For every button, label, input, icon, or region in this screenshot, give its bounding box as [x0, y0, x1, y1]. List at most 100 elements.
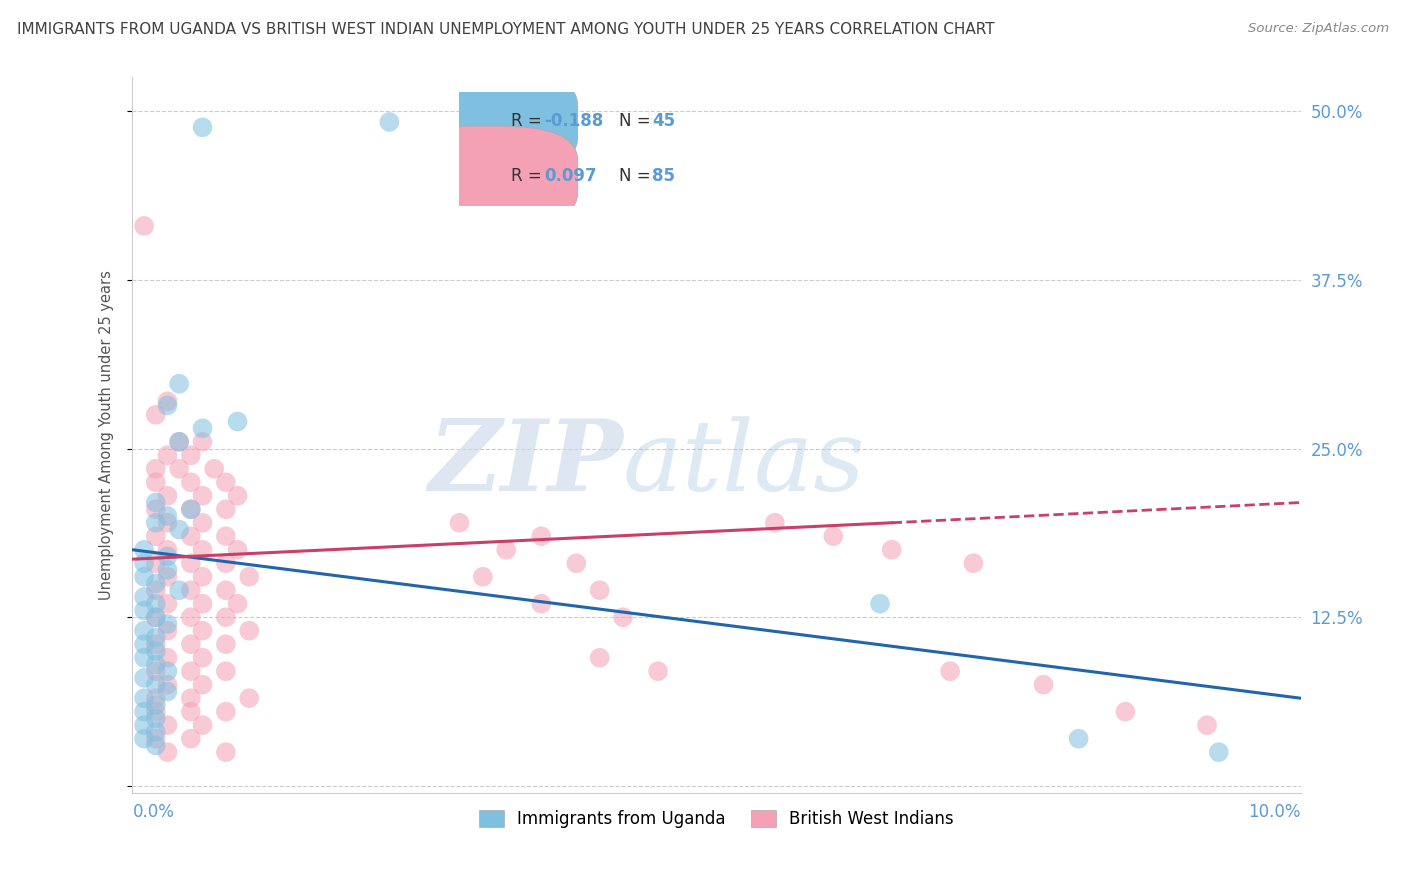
Point	[156, 394, 179, 409]
Point	[132, 556, 155, 570]
Point	[226, 597, 249, 611]
Point	[145, 725, 167, 739]
Point	[191, 542, 214, 557]
Point	[145, 739, 167, 753]
Point	[191, 516, 214, 530]
Point	[1067, 731, 1090, 746]
Point	[589, 583, 612, 598]
Point	[191, 624, 214, 638]
Point	[378, 115, 401, 129]
Point	[156, 664, 179, 678]
Point	[191, 597, 214, 611]
Point	[202, 462, 225, 476]
Point	[145, 583, 167, 598]
Point	[226, 489, 249, 503]
Point	[145, 705, 167, 719]
Point	[180, 448, 202, 462]
Point	[156, 745, 179, 759]
Point	[962, 556, 984, 570]
Point	[1114, 705, 1136, 719]
Point	[180, 583, 202, 598]
Point	[145, 644, 167, 658]
Point	[132, 219, 155, 233]
Point	[180, 475, 202, 490]
Point	[156, 542, 179, 557]
Point	[215, 556, 238, 570]
Point	[156, 718, 179, 732]
Point	[132, 570, 155, 584]
Point	[156, 624, 179, 638]
Point	[145, 462, 167, 476]
Point	[156, 398, 179, 412]
Point	[156, 563, 179, 577]
Point	[238, 691, 260, 706]
Point	[132, 650, 155, 665]
Point	[145, 691, 167, 706]
Point	[156, 617, 179, 632]
Point	[145, 516, 167, 530]
Point	[1032, 678, 1054, 692]
Point	[191, 650, 214, 665]
Point	[191, 718, 214, 732]
Point	[167, 434, 190, 449]
Point	[156, 489, 179, 503]
Point	[191, 434, 214, 449]
Point	[589, 650, 612, 665]
Point	[156, 570, 179, 584]
Point	[215, 529, 238, 543]
Point	[215, 637, 238, 651]
Point	[449, 516, 471, 530]
Point	[530, 529, 553, 543]
Point	[226, 415, 249, 429]
Point	[167, 462, 190, 476]
Point	[763, 516, 786, 530]
Point	[939, 664, 962, 678]
Point	[156, 650, 179, 665]
Point	[156, 516, 179, 530]
Point	[167, 434, 190, 449]
Point	[180, 637, 202, 651]
Point	[238, 624, 260, 638]
Point	[191, 570, 214, 584]
Point	[145, 475, 167, 490]
Point	[145, 711, 167, 725]
Point	[156, 549, 179, 564]
Point	[191, 489, 214, 503]
Point	[191, 678, 214, 692]
Point	[145, 576, 167, 591]
Point	[1208, 745, 1230, 759]
Point	[565, 556, 588, 570]
Point	[156, 597, 179, 611]
Point	[191, 421, 214, 435]
Point	[180, 502, 202, 516]
Point	[145, 502, 167, 516]
Point	[132, 671, 155, 685]
Point	[167, 376, 190, 391]
Point	[145, 657, 167, 672]
Point	[880, 542, 903, 557]
Point	[215, 745, 238, 759]
Point	[132, 691, 155, 706]
Point	[132, 637, 155, 651]
Point	[145, 610, 167, 624]
Text: 10.0%: 10.0%	[1249, 804, 1301, 822]
Point	[145, 664, 167, 678]
Point	[145, 556, 167, 570]
Point	[180, 556, 202, 570]
Point	[647, 664, 669, 678]
Point	[132, 718, 155, 732]
Point	[145, 731, 167, 746]
Point	[869, 597, 891, 611]
Point	[191, 120, 214, 135]
Point	[145, 610, 167, 624]
Point	[238, 570, 260, 584]
Point	[215, 502, 238, 516]
Point	[156, 678, 179, 692]
Point	[132, 603, 155, 617]
Point	[180, 731, 202, 746]
Point	[180, 529, 202, 543]
Y-axis label: Unemployment Among Youth under 25 years: Unemployment Among Youth under 25 years	[100, 270, 114, 600]
Point	[215, 664, 238, 678]
Point	[145, 678, 167, 692]
Point	[132, 705, 155, 719]
